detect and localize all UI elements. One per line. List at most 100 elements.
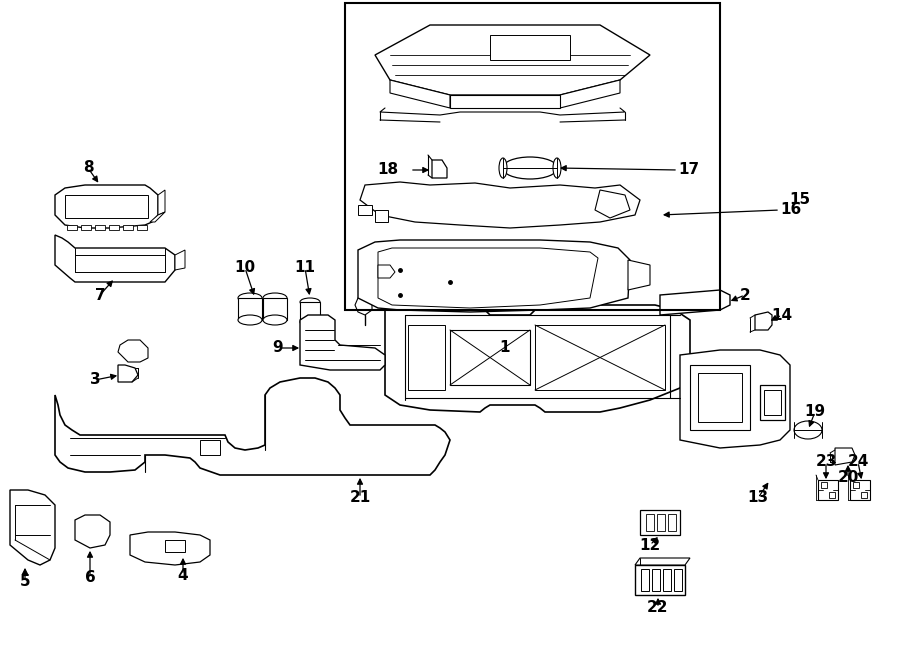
Ellipse shape	[263, 315, 287, 325]
Polygon shape	[657, 514, 665, 531]
Polygon shape	[385, 305, 690, 412]
Ellipse shape	[300, 318, 320, 326]
Polygon shape	[375, 25, 650, 95]
Polygon shape	[690, 365, 750, 430]
Polygon shape	[390, 80, 450, 108]
Polygon shape	[861, 492, 867, 498]
Polygon shape	[109, 225, 119, 230]
Text: 11: 11	[294, 260, 316, 276]
Ellipse shape	[263, 293, 287, 303]
Polygon shape	[835, 448, 855, 465]
Polygon shape	[450, 95, 560, 108]
Text: 7: 7	[94, 288, 105, 303]
Polygon shape	[535, 325, 665, 390]
Polygon shape	[635, 565, 685, 595]
Text: 15: 15	[789, 192, 811, 208]
Polygon shape	[764, 390, 781, 415]
Ellipse shape	[238, 315, 262, 325]
Polygon shape	[358, 205, 372, 215]
Polygon shape	[853, 482, 859, 488]
Text: 6: 6	[85, 570, 95, 586]
Polygon shape	[81, 225, 91, 230]
Text: 9: 9	[273, 340, 284, 356]
Polygon shape	[130, 532, 210, 565]
Text: 3: 3	[90, 373, 100, 387]
Bar	[345, 3, 720, 310]
Text: 13: 13	[747, 490, 769, 506]
Polygon shape	[300, 302, 320, 322]
Polygon shape	[850, 480, 870, 500]
Polygon shape	[408, 325, 445, 390]
Polygon shape	[75, 515, 110, 548]
Polygon shape	[118, 340, 148, 362]
Polygon shape	[55, 185, 158, 228]
Polygon shape	[123, 225, 133, 230]
Polygon shape	[760, 385, 785, 420]
Polygon shape	[360, 182, 640, 228]
Polygon shape	[358, 240, 630, 312]
Ellipse shape	[502, 157, 557, 179]
Polygon shape	[165, 540, 185, 552]
Text: 2: 2	[740, 288, 751, 303]
Polygon shape	[150, 212, 165, 222]
Polygon shape	[829, 492, 835, 498]
Polygon shape	[375, 210, 388, 222]
Polygon shape	[680, 350, 790, 448]
Ellipse shape	[300, 298, 320, 306]
Ellipse shape	[794, 421, 822, 439]
Polygon shape	[450, 330, 530, 385]
Polygon shape	[300, 315, 385, 370]
Polygon shape	[378, 248, 598, 308]
Polygon shape	[628, 260, 650, 290]
Text: 18: 18	[377, 163, 398, 178]
Polygon shape	[660, 290, 730, 315]
Polygon shape	[821, 482, 827, 488]
Polygon shape	[490, 35, 570, 60]
Polygon shape	[674, 569, 682, 591]
Ellipse shape	[238, 293, 262, 303]
Text: 16: 16	[780, 202, 801, 217]
Text: 1: 1	[500, 340, 510, 354]
Text: 24: 24	[847, 455, 868, 469]
Polygon shape	[668, 514, 676, 531]
Polygon shape	[175, 250, 185, 270]
Text: 19: 19	[805, 405, 825, 420]
Polygon shape	[137, 225, 147, 230]
Polygon shape	[432, 160, 447, 178]
Text: 10: 10	[234, 260, 256, 276]
Polygon shape	[95, 225, 105, 230]
Text: 4: 4	[177, 568, 188, 582]
Text: 20: 20	[837, 471, 859, 485]
Polygon shape	[355, 295, 372, 315]
Polygon shape	[118, 365, 138, 382]
Polygon shape	[595, 190, 630, 218]
Polygon shape	[698, 373, 742, 422]
Polygon shape	[65, 195, 148, 218]
Text: 21: 21	[349, 490, 371, 506]
Polygon shape	[67, 225, 77, 230]
Polygon shape	[652, 569, 660, 591]
Polygon shape	[818, 480, 838, 500]
Polygon shape	[560, 80, 620, 108]
Text: 12: 12	[639, 537, 661, 553]
Text: 23: 23	[815, 455, 837, 469]
Text: 22: 22	[647, 600, 669, 615]
Polygon shape	[646, 514, 654, 531]
Text: 5: 5	[20, 574, 31, 590]
Polygon shape	[238, 298, 262, 320]
Polygon shape	[263, 298, 287, 320]
Polygon shape	[640, 510, 680, 535]
Polygon shape	[158, 190, 165, 215]
Polygon shape	[641, 569, 649, 591]
Ellipse shape	[499, 158, 507, 178]
Polygon shape	[55, 235, 175, 282]
Text: 17: 17	[678, 163, 699, 178]
Polygon shape	[755, 312, 772, 330]
Ellipse shape	[553, 158, 561, 178]
Polygon shape	[635, 558, 690, 565]
Polygon shape	[10, 490, 55, 565]
Text: 14: 14	[771, 307, 793, 323]
Text: 8: 8	[83, 161, 94, 176]
Polygon shape	[663, 569, 671, 591]
Polygon shape	[55, 378, 450, 475]
